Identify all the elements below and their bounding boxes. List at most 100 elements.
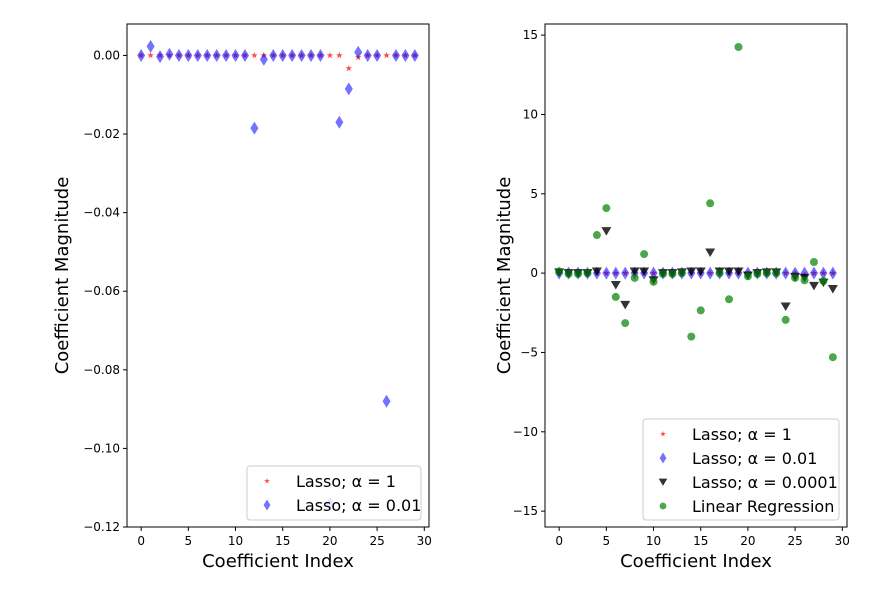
data-point [762, 269, 771, 278]
data-point [630, 273, 639, 282]
data-point [222, 48, 231, 62]
data-point [772, 269, 781, 278]
legend-marker [659, 502, 667, 510]
data-point [345, 64, 353, 72]
legend-box [642, 418, 840, 521]
data-point [335, 115, 344, 129]
data-point [668, 269, 677, 278]
legend-label: Lasso; α = 0.01 [692, 449, 817, 468]
x-tick-label: 5 [185, 534, 193, 548]
data-point [715, 269, 724, 278]
x-axis-label: Coefficient Index [620, 551, 772, 572]
legend-label: Linear Regression [692, 497, 834, 516]
data-point [658, 269, 667, 278]
data-point [591, 267, 602, 277]
legend-label: Lasso; α = 1 [296, 472, 396, 491]
y-tick-label: −0.08 [83, 363, 120, 377]
data-point [391, 48, 400, 62]
data-point [326, 51, 334, 59]
x-tick-label: 0 [137, 534, 145, 548]
data-point [629, 267, 640, 277]
data-point [193, 48, 202, 62]
data-point [781, 266, 790, 280]
data-point [212, 48, 221, 62]
data-point [743, 272, 752, 281]
data-point [780, 302, 791, 311]
y-tick-label: 5 [530, 187, 538, 201]
plot-frame [544, 23, 848, 528]
y-tick-label: 15 [523, 28, 538, 42]
x-tick-label: 10 [228, 534, 243, 548]
data-point [307, 48, 316, 62]
y-tick-label: −0.02 [83, 127, 120, 141]
legend-marker [264, 478, 270, 484]
data-point [611, 266, 620, 280]
data-point [828, 266, 837, 280]
data-point [733, 267, 744, 277]
data-point [240, 48, 249, 62]
data-point [156, 50, 165, 64]
data-point [621, 319, 630, 328]
y-tick-label: −5 [520, 345, 538, 359]
data-point [147, 51, 154, 59]
data-point [639, 267, 650, 277]
data-point [383, 51, 390, 59]
data-point [574, 269, 583, 278]
data-point [809, 258, 818, 267]
data-point [649, 277, 658, 286]
data-point [686, 267, 697, 277]
data-point [687, 332, 696, 341]
y-axis-label: Coefficient Magnitude [52, 177, 73, 375]
data-point [316, 48, 325, 62]
data-point [791, 273, 800, 282]
data-point [165, 47, 174, 61]
x-tick-label: 25 [369, 534, 384, 548]
y-tick-label: 0 [530, 266, 538, 280]
data-point [269, 48, 278, 62]
legend: Lasso; α = 1 Lasso; α = 0.01 Lasso; α = 0.… [642, 418, 840, 521]
legend-marker [658, 478, 668, 486]
plot-frame [126, 23, 430, 528]
data-point [819, 277, 828, 286]
data-point [602, 204, 611, 213]
legend: Lasso; α = 1 Lasso; α = 0.01 [246, 465, 422, 521]
series-4 [555, 43, 837, 362]
y-tick-label: −10 [513, 425, 538, 439]
data-point [354, 45, 363, 59]
data-point [706, 266, 715, 280]
data-point [696, 306, 705, 315]
data-point [819, 266, 828, 280]
y-tick-label: 0.00 [93, 48, 120, 62]
chart-1: 0 5 10 15 20 25 30 0.00 −0.02 −0.04 −0.06 −0.08 −0.1… [52, 23, 432, 572]
data-point [336, 51, 343, 59]
y-tick-label: −0.04 [83, 206, 120, 220]
data-point [706, 199, 715, 208]
data-point [382, 394, 391, 408]
y-tick-label: −0.10 [83, 441, 120, 455]
x-tick-label: 30 [417, 534, 432, 548]
data-point [620, 300, 631, 310]
data-point [401, 48, 410, 62]
data-point [621, 266, 630, 280]
y-tick-label: −0.12 [83, 520, 120, 534]
data-point [808, 281, 819, 291]
x-tick-label: 10 [646, 534, 661, 548]
y-axis-label: Coefficient Magnitude [494, 177, 515, 375]
data-point [640, 250, 649, 259]
legend-label: Lasso; α = 0.01 [296, 496, 421, 515]
data-point [734, 43, 743, 52]
data-point [809, 266, 818, 280]
y-tick-label: −0.06 [83, 284, 120, 298]
data-point [724, 267, 735, 277]
data-point [137, 48, 146, 62]
x-tick-label: 5 [603, 534, 611, 548]
data-point [705, 248, 716, 257]
data-point [297, 48, 306, 62]
data-point [601, 227, 612, 236]
data-point [564, 269, 573, 278]
data-point [174, 48, 183, 62]
x-axis-label: Coefficient Index [202, 551, 354, 572]
x-tick-label: 20 [322, 534, 337, 548]
legend-label: Lasso; α = 0.0001 [692, 473, 838, 492]
